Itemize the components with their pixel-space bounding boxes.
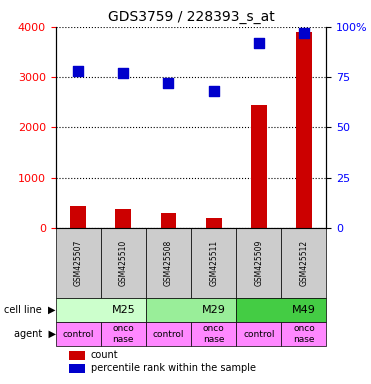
FancyBboxPatch shape (191, 322, 236, 346)
Text: onco
nase: onco nase (112, 324, 134, 344)
Bar (161, 213, 176, 228)
Text: onco
nase: onco nase (203, 324, 224, 344)
Text: percentile rank within the sample: percentile rank within the sample (91, 363, 256, 373)
Point (211, 88, 217, 94)
Bar (70, 206, 86, 228)
Text: M49: M49 (292, 305, 316, 315)
Point (256, 40, 262, 46)
Text: control: control (62, 329, 94, 339)
Text: GSM425512: GSM425512 (299, 240, 308, 286)
Text: count: count (91, 349, 118, 360)
Text: onco
nase: onco nase (293, 324, 315, 344)
Text: M25: M25 (111, 305, 135, 315)
Text: M29: M29 (202, 305, 226, 315)
Title: GDS3759 / 228393_s_at: GDS3759 / 228393_s_at (108, 10, 275, 25)
Text: GSM425511: GSM425511 (209, 240, 218, 286)
Text: cell line  ▶: cell line ▶ (4, 305, 56, 315)
Text: GSM425508: GSM425508 (164, 240, 173, 286)
Bar (69, 364, 85, 373)
Text: GSM425507: GSM425507 (74, 240, 83, 286)
Point (120, 70, 126, 76)
FancyBboxPatch shape (56, 228, 101, 298)
Point (301, 30, 307, 36)
Bar (206, 218, 221, 228)
Bar (115, 209, 131, 228)
FancyBboxPatch shape (101, 228, 146, 298)
FancyBboxPatch shape (101, 322, 146, 346)
Text: agent  ▶: agent ▶ (14, 329, 56, 339)
FancyBboxPatch shape (236, 228, 281, 298)
FancyBboxPatch shape (281, 322, 326, 346)
Text: control: control (153, 329, 184, 339)
FancyBboxPatch shape (191, 228, 236, 298)
Text: control: control (243, 329, 275, 339)
FancyBboxPatch shape (236, 298, 326, 322)
FancyBboxPatch shape (56, 322, 101, 346)
Bar (69, 351, 85, 360)
Point (165, 80, 171, 86)
FancyBboxPatch shape (56, 298, 146, 322)
FancyBboxPatch shape (146, 322, 191, 346)
FancyBboxPatch shape (281, 228, 326, 298)
Bar (296, 32, 312, 228)
Bar (251, 105, 267, 228)
FancyBboxPatch shape (236, 322, 281, 346)
Text: GSM425509: GSM425509 (254, 240, 263, 286)
Point (75, 68, 81, 74)
FancyBboxPatch shape (146, 228, 191, 298)
Text: GSM425510: GSM425510 (119, 240, 128, 286)
FancyBboxPatch shape (146, 298, 236, 322)
